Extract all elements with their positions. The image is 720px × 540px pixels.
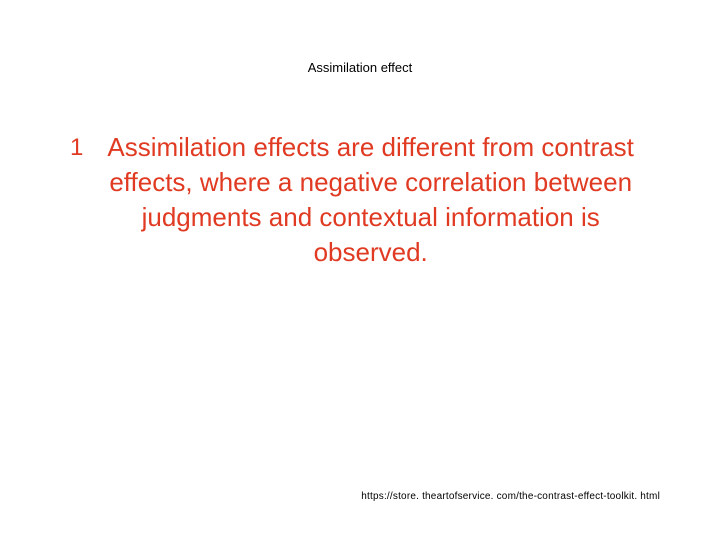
- footer-url: https://store. theartofservice. com/the-…: [361, 491, 660, 502]
- bullet-item: 1 Assimilation effects are different fro…: [70, 130, 650, 270]
- slide-title: Assimilation effect: [0, 60, 720, 75]
- bullet-body-text: Assimilation effects are different from …: [91, 130, 650, 270]
- bullet-marker: 1: [70, 132, 83, 163]
- bullet-container: 1 Assimilation effects are different fro…: [70, 130, 650, 270]
